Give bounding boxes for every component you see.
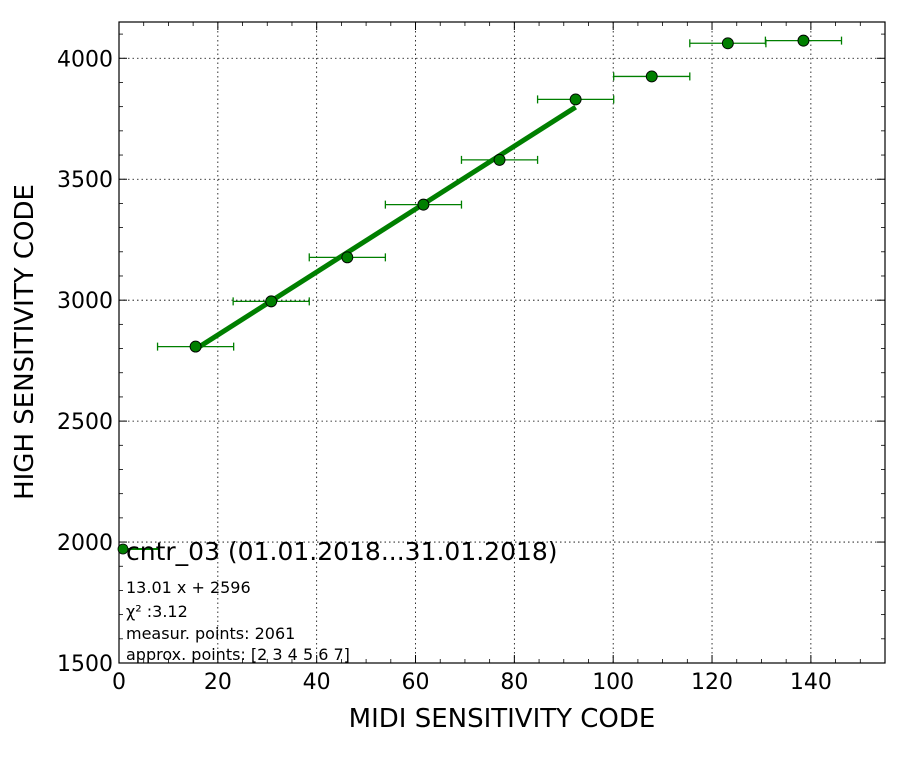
minor-ticks [119,22,885,663]
fit-layer [194,105,577,352]
x-tick-label: 40 [303,670,331,695]
y-tick-label: 2500 [57,410,113,435]
data-point [493,153,506,166]
x-tick-label: 0 [112,670,126,695]
x-tick-label: 80 [500,670,528,695]
major-ticks [118,22,885,664]
fit-line [194,105,577,352]
data-point [265,295,278,308]
tick-labels: 0 20 40 60 80 100 120 140 1500 2000 2500 3000 3500 40… [57,47,832,695]
y-tick-label: 1500 [57,652,113,677]
x-axis-title: MIDI SENSITIVITY CODE [349,704,656,734]
x-tick-label: 140 [790,670,832,695]
x-tick-label: 60 [402,670,430,695]
data-points [189,34,810,353]
plot-frame [118,21,886,664]
y-tick-label: 4000 [57,47,113,72]
data-point [189,340,202,353]
data-point [569,93,582,106]
x-tick-label: 20 [204,670,232,695]
approx-points-label: approx. points: [2 3 4 5 6 7] [126,645,350,664]
data-point [797,34,810,47]
data-point [645,70,658,83]
y-tick-label: 2000 [57,531,113,556]
fit-equation: 13.01 x + 2596 [126,578,251,597]
legend-label: cntr_03 (01.01.2018...31.01.2018) [126,537,558,566]
measured-points-label: measur. points: 2061 [126,624,295,643]
y-tick-label: 3500 [57,168,113,193]
x-tick-label: 120 [691,670,733,695]
chi-square-label: χ² :3.12 [126,602,188,621]
y-axis-title: HIGH SENSITIVITY CODE [10,184,40,500]
x-tick-label: 100 [592,670,634,695]
legend: cntr_03 (01.01.2018...31.01.2018) [117,537,558,566]
data-point [721,37,734,50]
data-point [341,251,354,264]
data-point [417,198,430,211]
legend-marker [117,543,129,555]
y-tick-label: 3000 [57,289,113,314]
